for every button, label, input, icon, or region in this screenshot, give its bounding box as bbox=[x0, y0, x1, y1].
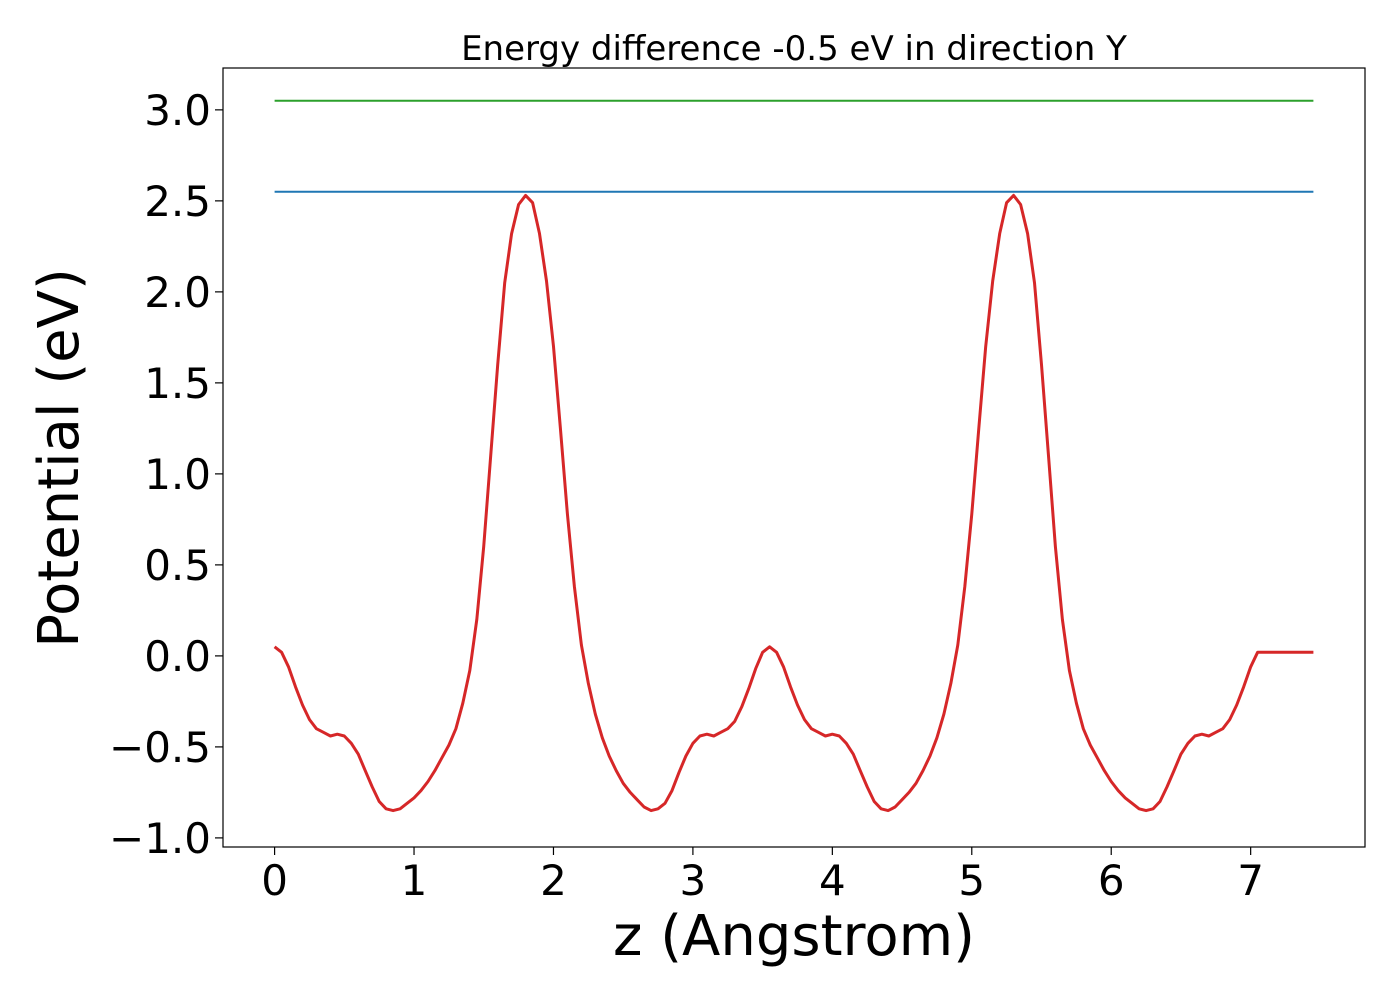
series-line-0 bbox=[273, 193, 1314, 813]
axis-ticks: 0 1 2 3 4 5 6 7 −1.0 −0.5 0.0 0.5 1.0 1.5 2.0 2.5 3.0 bbox=[109, 86, 1264, 905]
y-tick-label: −0.5 bbox=[109, 723, 211, 772]
x-axis-label: z (Angstrom) bbox=[613, 904, 975, 969]
x-tick-label: 6 bbox=[1098, 856, 1125, 905]
x-tick-label: 7 bbox=[1237, 856, 1264, 905]
x-tick-label: 1 bbox=[401, 856, 428, 905]
plot-area bbox=[273, 99, 1314, 813]
y-tick-label: 0.5 bbox=[144, 541, 211, 590]
y-tick-label: 1.5 bbox=[144, 359, 211, 408]
y-tick-label: 1.0 bbox=[144, 450, 211, 499]
y-axis-label: Potential (eV) bbox=[27, 268, 92, 648]
y-tick-label: 3.0 bbox=[144, 86, 211, 135]
x-tick-label: 2 bbox=[540, 856, 567, 905]
chart-title: Energy difference -0.5 eV in direction Y bbox=[461, 29, 1127, 69]
x-tick-label: 0 bbox=[261, 856, 288, 905]
y-tick-label: −1.0 bbox=[109, 814, 211, 863]
plot-frame bbox=[222, 67, 1366, 848]
x-tick-label: 4 bbox=[819, 856, 846, 905]
y-tick-label: 2.0 bbox=[144, 268, 211, 317]
y-tick-label: 2.5 bbox=[144, 177, 211, 226]
x-tick-label: 5 bbox=[958, 856, 985, 905]
x-tick-label: 3 bbox=[680, 856, 707, 905]
y-tick-label: 0.0 bbox=[144, 632, 211, 681]
